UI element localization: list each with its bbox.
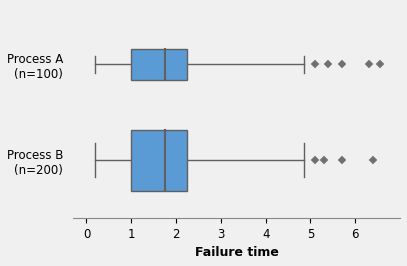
- Bar: [131, 130, 187, 191]
- Bar: [131, 49, 187, 80]
- X-axis label: Failure time: Failure time: [195, 246, 278, 259]
